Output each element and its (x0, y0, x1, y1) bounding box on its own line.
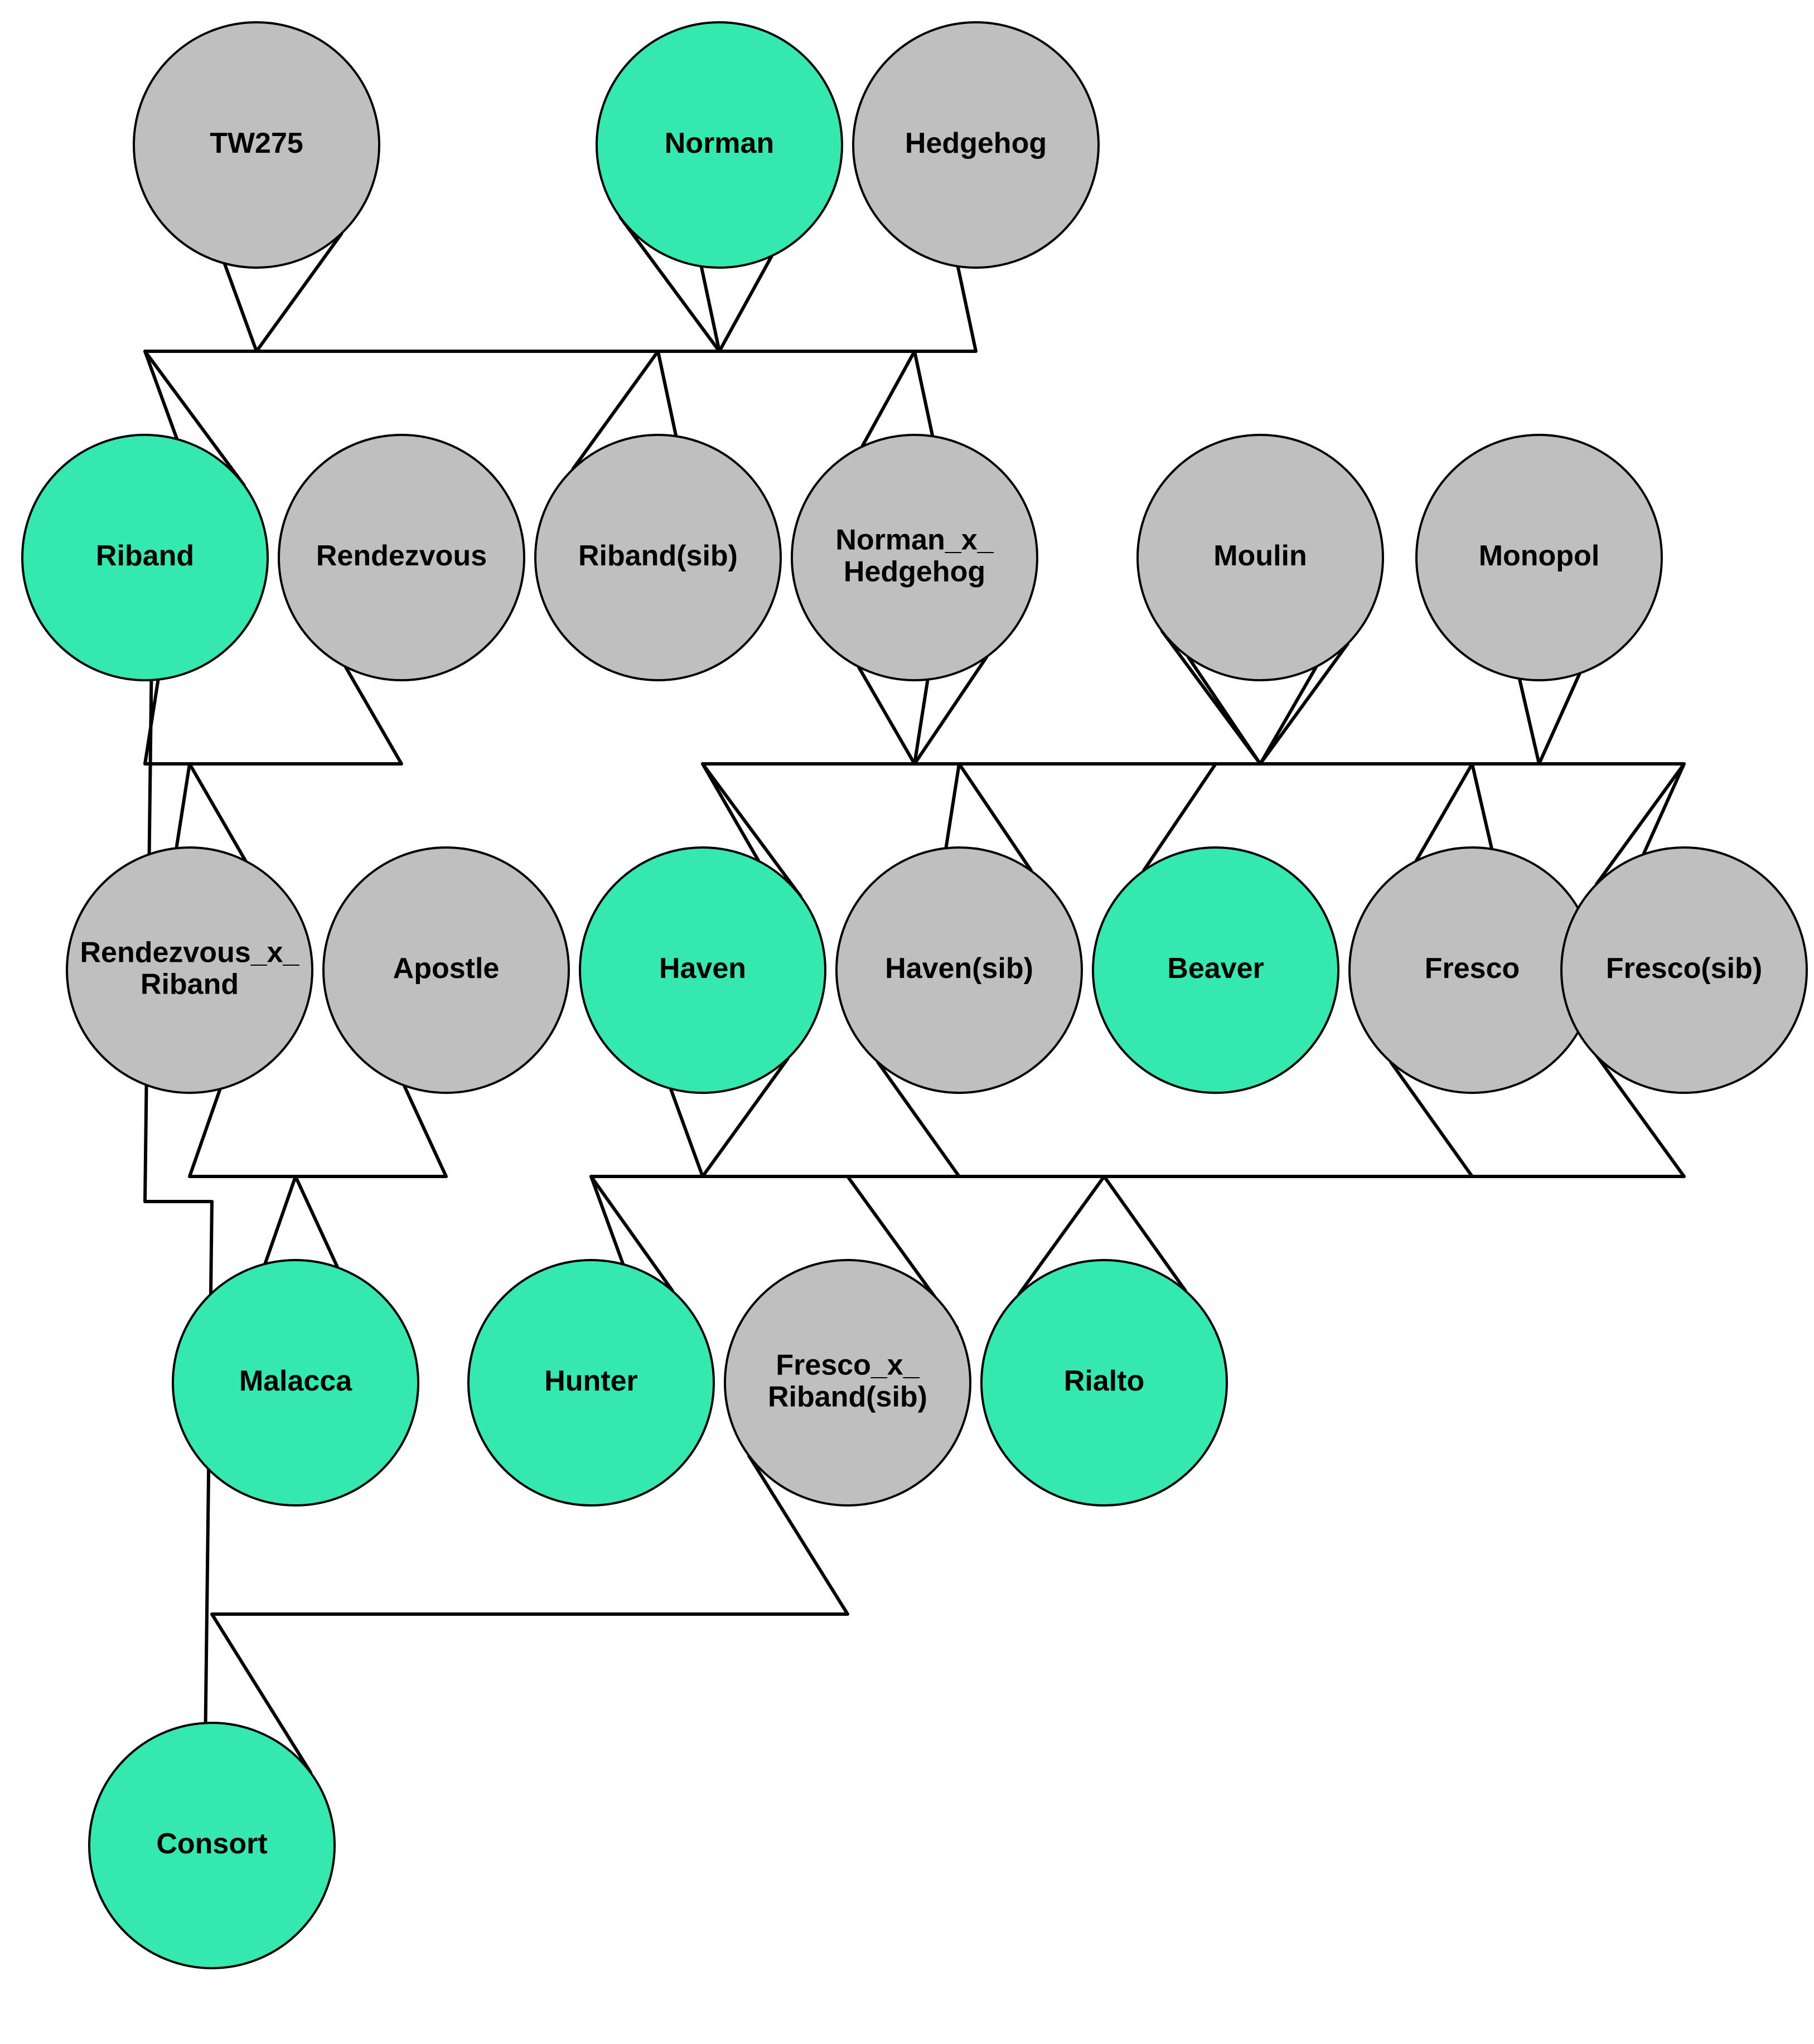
node-label-Hunter: Hunter (544, 1365, 638, 1397)
node-label-NxH: Norman_x_Hedgehog (835, 524, 994, 588)
node-Moulin: Moulin (1138, 435, 1383, 680)
edge-Norman-RibSib (658, 267, 719, 437)
node-label-Fresco: Fresco (1425, 952, 1520, 985)
node-HavSib: Haven(sib) (836, 847, 1082, 1093)
nodes-layer: TW275 Norman Hedgehog Riband Rendezvous Riban… (22, 22, 1807, 1968)
edge-Hedgehog-NxH (915, 267, 976, 437)
edge-RxR-Malacca (190, 1089, 296, 1264)
node-Rialto: Rialto (981, 1260, 1227, 1505)
node-Fresco: Fresco (1349, 847, 1595, 1093)
node-label-Hedgehog: Hedgehog (905, 127, 1047, 159)
node-label-Malacca: Malacca (239, 1365, 352, 1397)
node-FreSib: Fresco(sib) (1561, 847, 1807, 1093)
edge-Moulin-HavSib (959, 657, 1260, 871)
node-RibSib: Riband(sib) (535, 435, 781, 680)
node-label-Beaver: Beaver (1167, 952, 1264, 985)
node-Malacca: Malacca (173, 1260, 418, 1505)
node-label-Monopol: Monopol (1479, 540, 1600, 572)
node-label-RibSib: Riband(sib) (578, 540, 738, 572)
node-Monopol: Monopol (1416, 435, 1662, 680)
edge-Norman-NxH (719, 256, 915, 447)
edge-Apostle-Malacca (296, 1086, 446, 1268)
node-NxH: Norman_x_Hedgehog (792, 435, 1037, 680)
node-Rendez: Rendezvous (279, 435, 524, 680)
edge-Monopol-Fresco (1472, 679, 1539, 849)
edge-Rendez-RxR (190, 667, 402, 861)
node-label-Moulin: Moulin (1213, 540, 1307, 572)
node-Riband: Riband (22, 435, 268, 680)
edge-Monopol-FreSib (1539, 674, 1684, 855)
pedigree-diagram: TW275 Norman Hedgehog Riband Rendezvous Riban… (0, 0, 1814, 2044)
node-label-TW275: TW275 (210, 127, 303, 159)
node-Beaver: Beaver (1093, 847, 1338, 1093)
node-FxR: Fresco_x_Riband(sib) (725, 1260, 970, 1505)
node-label-Haven: Haven (659, 952, 746, 985)
node-Hedgehog: Hedgehog (853, 22, 1099, 268)
node-Hunter: Hunter (468, 1260, 714, 1505)
node-Norman: Norman (597, 22, 842, 268)
node-label-Riband: Riband (96, 540, 194, 572)
node-label-FxR: Fresco_x_Riband(sib) (768, 1349, 927, 1413)
node-label-Norman: Norman (665, 127, 774, 159)
node-Haven: Haven (580, 847, 825, 1093)
node-Apostle: Apostle (323, 847, 569, 1093)
node-label-HavSib: Haven(sib) (885, 952, 1033, 985)
node-label-Consort: Consort (156, 1828, 267, 1860)
node-RxR: Rendezvous_x_Riband (67, 847, 312, 1093)
node-label-Apostle: Apostle (393, 952, 500, 985)
node-TW275: TW275 (134, 22, 379, 268)
node-Consort: Consort (89, 1723, 335, 1968)
node-label-FreSib: Fresco(sib) (1606, 952, 1762, 985)
node-label-Rialto: Rialto (1064, 1365, 1144, 1397)
node-label-Rendez: Rendezvous (316, 540, 487, 572)
